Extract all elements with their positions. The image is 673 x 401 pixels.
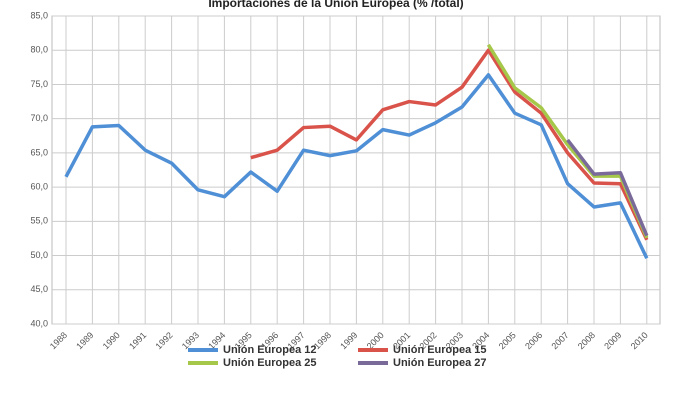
series-line xyxy=(566,138,649,237)
x-tick-label: 2007 xyxy=(549,330,570,351)
x-tick-label: 1991 xyxy=(127,330,148,351)
y-tick-label: 70,0 xyxy=(30,113,48,123)
legend-label: Unión Europea 12 xyxy=(223,344,317,356)
x-tick-label: 2009 xyxy=(602,330,623,351)
x-tick-label: 1992 xyxy=(153,330,174,351)
y-tick-label: 50,0 xyxy=(30,250,48,260)
y-tick-label: 80,0 xyxy=(30,45,48,55)
chart-title: Importaciones de la Unión Europea (% /to… xyxy=(208,0,463,10)
legend-label: Unión Europea 25 xyxy=(223,357,317,369)
y-tick-label: 65,0 xyxy=(30,147,48,157)
y-tick-label: 75,0 xyxy=(30,79,48,89)
y-tick-label: 85,0 xyxy=(30,10,48,20)
y-tick-label: 55,0 xyxy=(30,216,48,226)
legend-label: Unión Europea 15 xyxy=(393,344,487,356)
series-line xyxy=(250,48,649,241)
x-tick-label: 1989 xyxy=(74,330,95,351)
legend-label: Unión Europea 27 xyxy=(393,357,487,369)
x-tick-label: 1999 xyxy=(338,330,359,351)
y-tick-label: 40,0 xyxy=(30,318,48,328)
x-tick-label: 2008 xyxy=(576,330,597,351)
series-line xyxy=(64,73,649,260)
x-tick-label: 2006 xyxy=(523,330,544,351)
x-tick-label: 2010 xyxy=(629,330,650,351)
y-tick-label: 45,0 xyxy=(30,284,48,294)
x-tick-label: 2005 xyxy=(497,330,518,351)
y-tick-label: 60,0 xyxy=(30,181,48,191)
x-tick-label: 1990 xyxy=(101,330,122,351)
x-tick-label: 1988 xyxy=(48,330,69,351)
